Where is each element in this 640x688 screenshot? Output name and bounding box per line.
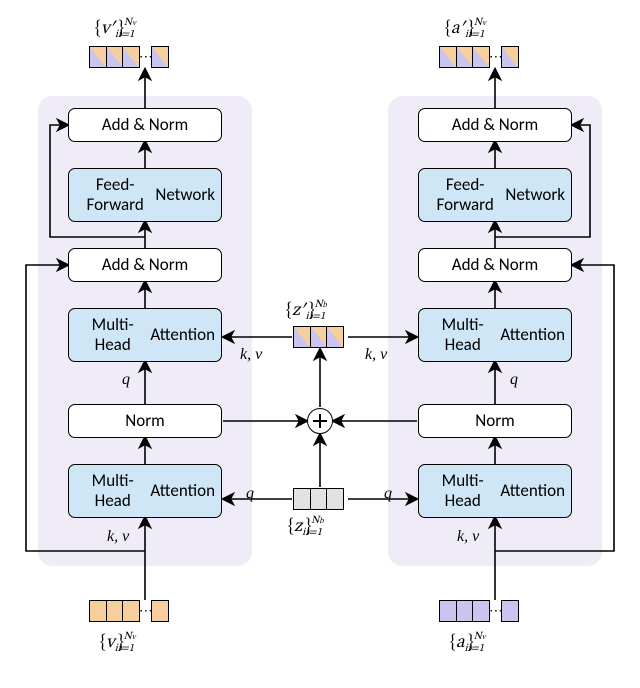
label-a-out: {a′i}Nvi=1 bbox=[445, 18, 484, 41]
anno-left-q-bot: q bbox=[246, 485, 254, 503]
anno-left-kv-mid: k, v bbox=[240, 346, 262, 364]
anno-right-kv-bot: k, v bbox=[457, 528, 479, 546]
tokens-z-mid bbox=[293, 326, 344, 348]
right-mha-bot: Multi-HeadAttention bbox=[418, 464, 572, 518]
tokens-v-out bbox=[89, 46, 169, 68]
left-mha-top: Multi-HeadAttention bbox=[68, 308, 222, 362]
anno-left-q: q bbox=[122, 371, 130, 389]
tokens-a-out bbox=[439, 46, 519, 68]
left-addnorm-mid: Add & Norm bbox=[68, 248, 222, 282]
anno-right-q-bot: q bbox=[384, 485, 392, 503]
right-addnorm-mid: Add & Norm bbox=[418, 248, 572, 282]
left-addnorm-top: Add & Norm bbox=[68, 108, 222, 142]
label-v-in: {vi}Nvi=1 bbox=[100, 632, 134, 655]
left-mha-bot: Multi-HeadAttention bbox=[68, 464, 222, 518]
right-mha-top: Multi-HeadAttention bbox=[418, 308, 572, 362]
tokens-v-in bbox=[89, 600, 169, 622]
diagram-root: Add & Norm Feed-ForwardNetwork Add & Nor… bbox=[0, 0, 640, 688]
tokens-a-in bbox=[439, 600, 519, 622]
right-addnorm-top: Add & Norm bbox=[418, 108, 572, 142]
plus-node-icon bbox=[307, 408, 333, 434]
anno-left-kv-bot: k, v bbox=[107, 528, 129, 546]
label-v-out: {v′i}Nvi=1 bbox=[95, 18, 134, 41]
right-ffn: Feed-ForwardNetwork bbox=[418, 168, 572, 222]
label-z-mid: {z′i}Nbi=1 bbox=[286, 300, 325, 323]
left-norm: Norm bbox=[68, 404, 222, 438]
left-ffn: Feed-ForwardNetwork bbox=[68, 168, 222, 222]
right-norm: Norm bbox=[418, 404, 572, 438]
label-z-in: {zi}Nbi=1 bbox=[288, 516, 322, 539]
label-a-in: {ai}Nvi=1 bbox=[450, 632, 484, 655]
anno-right-q: q bbox=[510, 371, 518, 389]
anno-right-kv-mid: k, v bbox=[365, 346, 387, 364]
tokens-z-in bbox=[293, 488, 344, 510]
